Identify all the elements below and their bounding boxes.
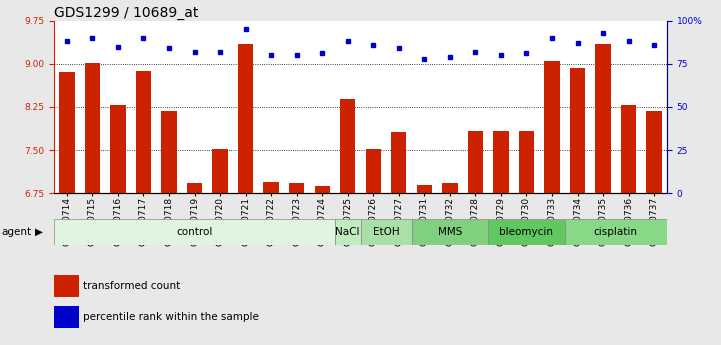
Bar	[162, 111, 177, 193]
Text: agent: agent	[1, 227, 32, 237]
Bar	[570, 68, 585, 193]
Bar	[647, 111, 662, 193]
Bar	[468, 130, 483, 193]
Bar	[442, 184, 458, 193]
Text: control: control	[177, 227, 213, 237]
Text: GDS1299 / 10689_at: GDS1299 / 10689_at	[54, 6, 198, 20]
Bar	[59, 72, 74, 193]
Bar	[136, 71, 151, 193]
Bar	[544, 61, 559, 193]
Bar	[360, 219, 412, 245]
Text: cisplatin: cisplatin	[594, 227, 638, 237]
Bar	[335, 219, 360, 245]
Bar	[621, 105, 637, 193]
Bar	[54, 275, 79, 297]
Bar	[213, 149, 228, 193]
Text: EtOH: EtOH	[373, 227, 399, 237]
Text: MMS: MMS	[438, 227, 462, 237]
Bar	[488, 219, 565, 245]
Bar	[565, 219, 667, 245]
Text: percentile rank within the sample: percentile rank within the sample	[83, 312, 259, 322]
Bar	[54, 306, 79, 328]
Text: transformed count: transformed count	[83, 281, 180, 291]
Bar	[519, 130, 534, 193]
Text: bleomycin: bleomycin	[500, 227, 554, 237]
Bar	[289, 183, 304, 193]
Bar	[314, 186, 329, 193]
Bar	[187, 184, 202, 193]
Bar	[263, 182, 279, 193]
Bar	[391, 132, 407, 193]
Bar	[412, 219, 488, 245]
Bar	[85, 63, 100, 193]
Text: NaCl: NaCl	[335, 227, 360, 237]
Bar	[366, 149, 381, 193]
Bar	[340, 99, 355, 193]
Text: ▶: ▶	[35, 227, 43, 237]
Bar	[54, 219, 335, 245]
Bar	[493, 131, 508, 193]
Bar	[238, 44, 253, 193]
Bar	[110, 105, 125, 193]
Bar	[417, 185, 432, 193]
Bar	[596, 44, 611, 193]
